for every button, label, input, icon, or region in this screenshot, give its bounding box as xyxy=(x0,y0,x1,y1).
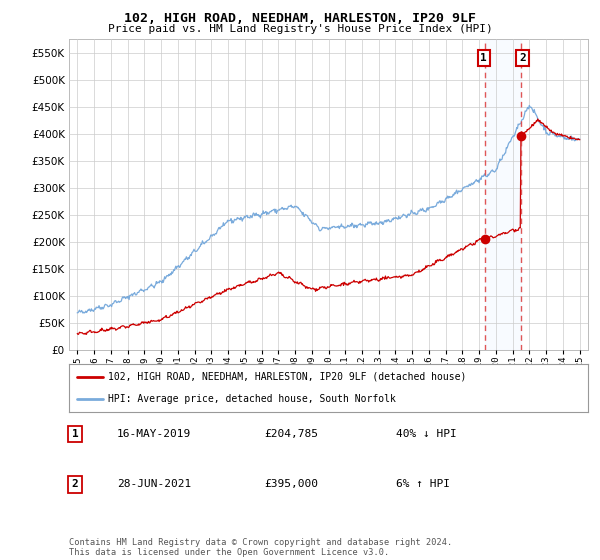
Text: 1: 1 xyxy=(71,429,79,439)
Text: HPI: Average price, detached house, South Norfolk: HPI: Average price, detached house, Sout… xyxy=(108,394,396,404)
Bar xyxy=(485,39,521,350)
Text: 1: 1 xyxy=(481,53,487,63)
Text: 102, HIGH ROAD, NEEDHAM, HARLESTON, IP20 9LF: 102, HIGH ROAD, NEEDHAM, HARLESTON, IP20… xyxy=(124,12,476,25)
Text: £395,000: £395,000 xyxy=(264,479,318,489)
Text: Contains HM Land Registry data © Crown copyright and database right 2024.
This d: Contains HM Land Registry data © Crown c… xyxy=(69,538,452,557)
Text: 2: 2 xyxy=(71,479,79,489)
Text: £204,785: £204,785 xyxy=(264,429,318,439)
Text: 102, HIGH ROAD, NEEDHAM, HARLESTON, IP20 9LF (detached house): 102, HIGH ROAD, NEEDHAM, HARLESTON, IP20… xyxy=(108,372,466,382)
Text: Price paid vs. HM Land Registry's House Price Index (HPI): Price paid vs. HM Land Registry's House … xyxy=(107,24,493,34)
Text: 16-MAY-2019: 16-MAY-2019 xyxy=(117,429,191,439)
Text: 2: 2 xyxy=(519,53,526,63)
Text: 40% ↓ HPI: 40% ↓ HPI xyxy=(396,429,457,439)
Text: 28-JUN-2021: 28-JUN-2021 xyxy=(117,479,191,489)
Text: 6% ↑ HPI: 6% ↑ HPI xyxy=(396,479,450,489)
